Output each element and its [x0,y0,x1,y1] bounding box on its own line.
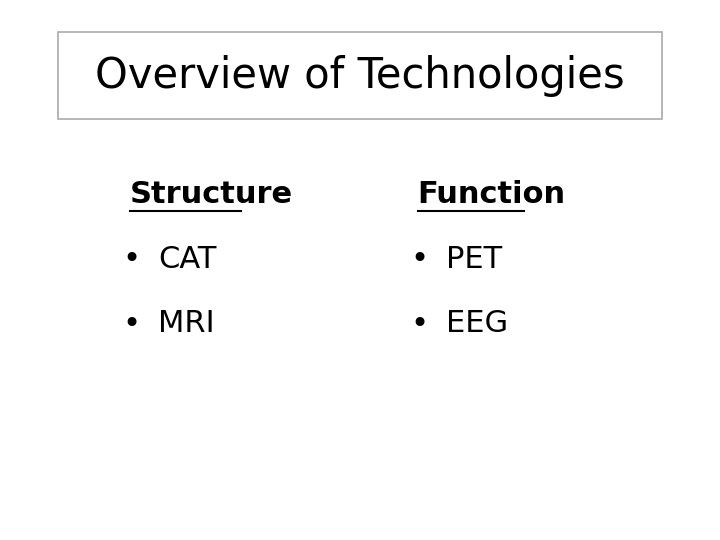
Text: •: • [122,245,140,274]
Text: •: • [410,309,428,339]
Text: EEG: EEG [446,309,508,339]
Text: Function: Function [418,180,566,209]
Text: •: • [122,309,140,339]
Text: Structure: Structure [130,180,293,209]
Text: MRI: MRI [158,309,215,339]
Text: PET: PET [446,245,503,274]
Text: •: • [410,245,428,274]
FancyBboxPatch shape [58,32,662,119]
Text: Overview of Technologies: Overview of Technologies [95,55,625,97]
Text: CAT: CAT [158,245,217,274]
